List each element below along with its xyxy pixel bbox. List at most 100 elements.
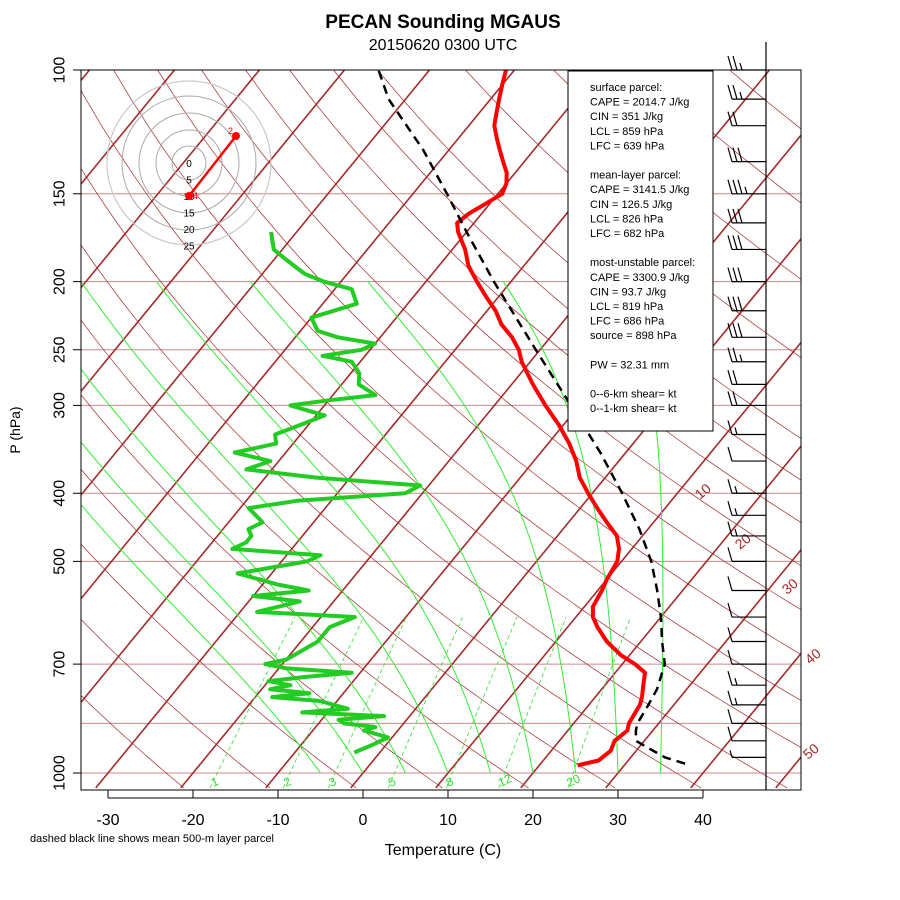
dry-adiabat (81, 319, 615, 789)
wind-barb-flag (727, 690, 733, 706)
y-tick-label: 200 (52, 268, 69, 295)
mixing-ratio-line (498, 616, 567, 789)
isotherm-label: 10 (692, 480, 714, 502)
dry-adiabat (81, 89, 801, 748)
wind-barb-flag (727, 235, 733, 250)
info-line: CIN = 93.7 J/kg (590, 286, 666, 298)
wind-barb-flag (727, 347, 733, 362)
y-tick-label: 500 (52, 548, 69, 575)
info-line: LCL = 819 hPa (590, 301, 664, 313)
wind-barb (727, 370, 766, 385)
hodograph: 051015202524 (106, 80, 272, 253)
wind-barb-flag (737, 235, 743, 250)
moist-adiabat (81, 281, 449, 774)
wind-barb-flag (732, 111, 738, 126)
wind-barb-flag (727, 709, 733, 724)
y-tick-label: 400 (52, 480, 69, 507)
dry-adiabat (81, 618, 271, 789)
wind-barb (727, 84, 766, 100)
wind-barb-flag (732, 179, 738, 194)
wind-barb-flag (727, 479, 733, 494)
moist-adiabat (81, 504, 321, 774)
wind-barb-half-flag (734, 678, 738, 686)
wind-barb (727, 296, 766, 312)
wind-barb-half-flag (734, 427, 738, 435)
wind-barb (729, 750, 766, 758)
wind-barb-flag (732, 347, 738, 362)
mixing-ratio-label: 5 (386, 774, 398, 790)
x-tick-label: 10 (439, 812, 457, 829)
wind-barb (727, 391, 766, 407)
wind-barb-half-flag (734, 528, 738, 537)
wind-barb-flag (727, 208, 733, 224)
info-line: LCL = 859 hPa (590, 126, 664, 138)
wind-barb-flag (727, 671, 733, 686)
wind-barb (727, 690, 766, 706)
wind-barb-half-flag (734, 486, 738, 494)
y-tick-label: 100 (52, 57, 69, 84)
wind-barb-flag (737, 208, 743, 224)
wind-barb-half-flag (739, 62, 743, 71)
isotherm-line (81, 70, 601, 704)
wind-barb-flag (737, 179, 743, 194)
moist-adiabat (156, 281, 491, 774)
wind-barb (727, 479, 766, 494)
isotherm-line (520, 444, 801, 789)
x-tick-label: 30 (609, 812, 627, 829)
y-tick-label: 150 (52, 180, 69, 207)
hodograph-ring (171, 145, 207, 181)
isotherm-line (81, 70, 431, 497)
wind-barb (727, 420, 766, 436)
parcel-profile (377, 70, 686, 765)
wind-barb (727, 521, 766, 537)
temperature-profile (455, 70, 647, 768)
dry-adiabat (81, 694, 185, 789)
mixing-ratio-label: 12 (496, 771, 514, 789)
x-tick-label: 40 (694, 812, 712, 829)
isotherm-line (81, 70, 516, 600)
wind-barb-flag (727, 501, 733, 516)
isotherm-line (690, 652, 801, 789)
x-tick-label: 0 (359, 812, 368, 829)
info-line: LFC = 639 hPa (590, 140, 665, 152)
isotherm-line (775, 755, 801, 789)
info-line: CAPE = 2014.7 J/kg (590, 97, 689, 109)
dry-adiabat (81, 543, 357, 789)
info-box-text: surface parcel: CAPE = 2014.7 J/kg CIN = 3… (590, 82, 695, 415)
isotherm-line (81, 70, 176, 186)
x-axis-label: Temperature (C) (385, 842, 501, 859)
hodograph-ring-label: 20 (183, 225, 195, 236)
mixing-ratio-line (282, 616, 365, 789)
wind-barbs (727, 42, 767, 790)
info-line: 0--1-km shear= kt (590, 403, 677, 415)
hodograph-point (185, 192, 193, 200)
wind-barb-flag (727, 111, 733, 126)
wind-barb-flag (727, 84, 733, 100)
moist-adiabat (502, 281, 619, 774)
wind-barb (727, 671, 766, 686)
y-tick-label: 250 (52, 336, 69, 363)
wind-barb-half-flag (729, 750, 733, 758)
moist-adiabat (629, 281, 664, 773)
wind-barb (727, 602, 766, 618)
isotherm-line (81, 70, 261, 289)
hodograph-ring (138, 112, 240, 214)
y-tick-label: 300 (52, 392, 69, 419)
wind-barb-flag (727, 602, 733, 618)
mixing-ratio-line (328, 616, 407, 789)
moist-adiabat (81, 368, 406, 774)
hodograph-trace (188, 135, 237, 197)
wind-barb (727, 267, 766, 283)
wind-barb (727, 347, 766, 363)
moist-adiabat (81, 441, 364, 774)
wind-barb-flag (732, 391, 738, 406)
plot-border (80, 69, 802, 791)
moist-adiabat (367, 281, 576, 774)
wind-barb-flag (737, 267, 743, 282)
wind-barb-flag (737, 147, 743, 162)
wind-barb-half-flag (744, 186, 748, 194)
wind-barb-half-flag (734, 697, 738, 706)
wind-barb-flag (727, 55, 733, 71)
info-line: CIN = 126.5 J/kg (590, 199, 672, 211)
